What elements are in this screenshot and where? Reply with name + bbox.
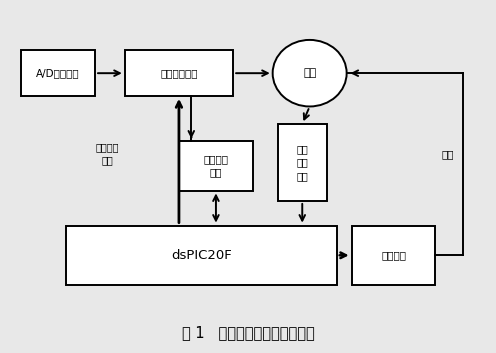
- Text: A/D数据采集: A/D数据采集: [36, 68, 80, 78]
- Bar: [179, 142, 253, 191]
- Text: 驱动模块电路: 驱动模块电路: [160, 68, 198, 78]
- Text: 转速调节
信号: 转速调节 信号: [96, 142, 119, 165]
- Bar: [352, 226, 435, 285]
- Bar: [278, 124, 327, 201]
- Text: dsPIC20F: dsPIC20F: [171, 249, 232, 262]
- Text: 反馈: 反馈: [441, 149, 454, 159]
- Text: 转速
偏差
信号: 转速 偏差 信号: [297, 144, 308, 181]
- Bar: [21, 50, 95, 96]
- Text: 转子位置
采样: 转子位置 采样: [203, 154, 229, 178]
- Text: 控制信号: 控制信号: [381, 250, 406, 260]
- Ellipse shape: [273, 40, 347, 107]
- Bar: [124, 50, 233, 96]
- Text: 图 1   电机控制系统整体结构图: 图 1 电机控制系统整体结构图: [182, 325, 314, 340]
- Text: 电机: 电机: [303, 68, 316, 78]
- Bar: [65, 226, 337, 285]
